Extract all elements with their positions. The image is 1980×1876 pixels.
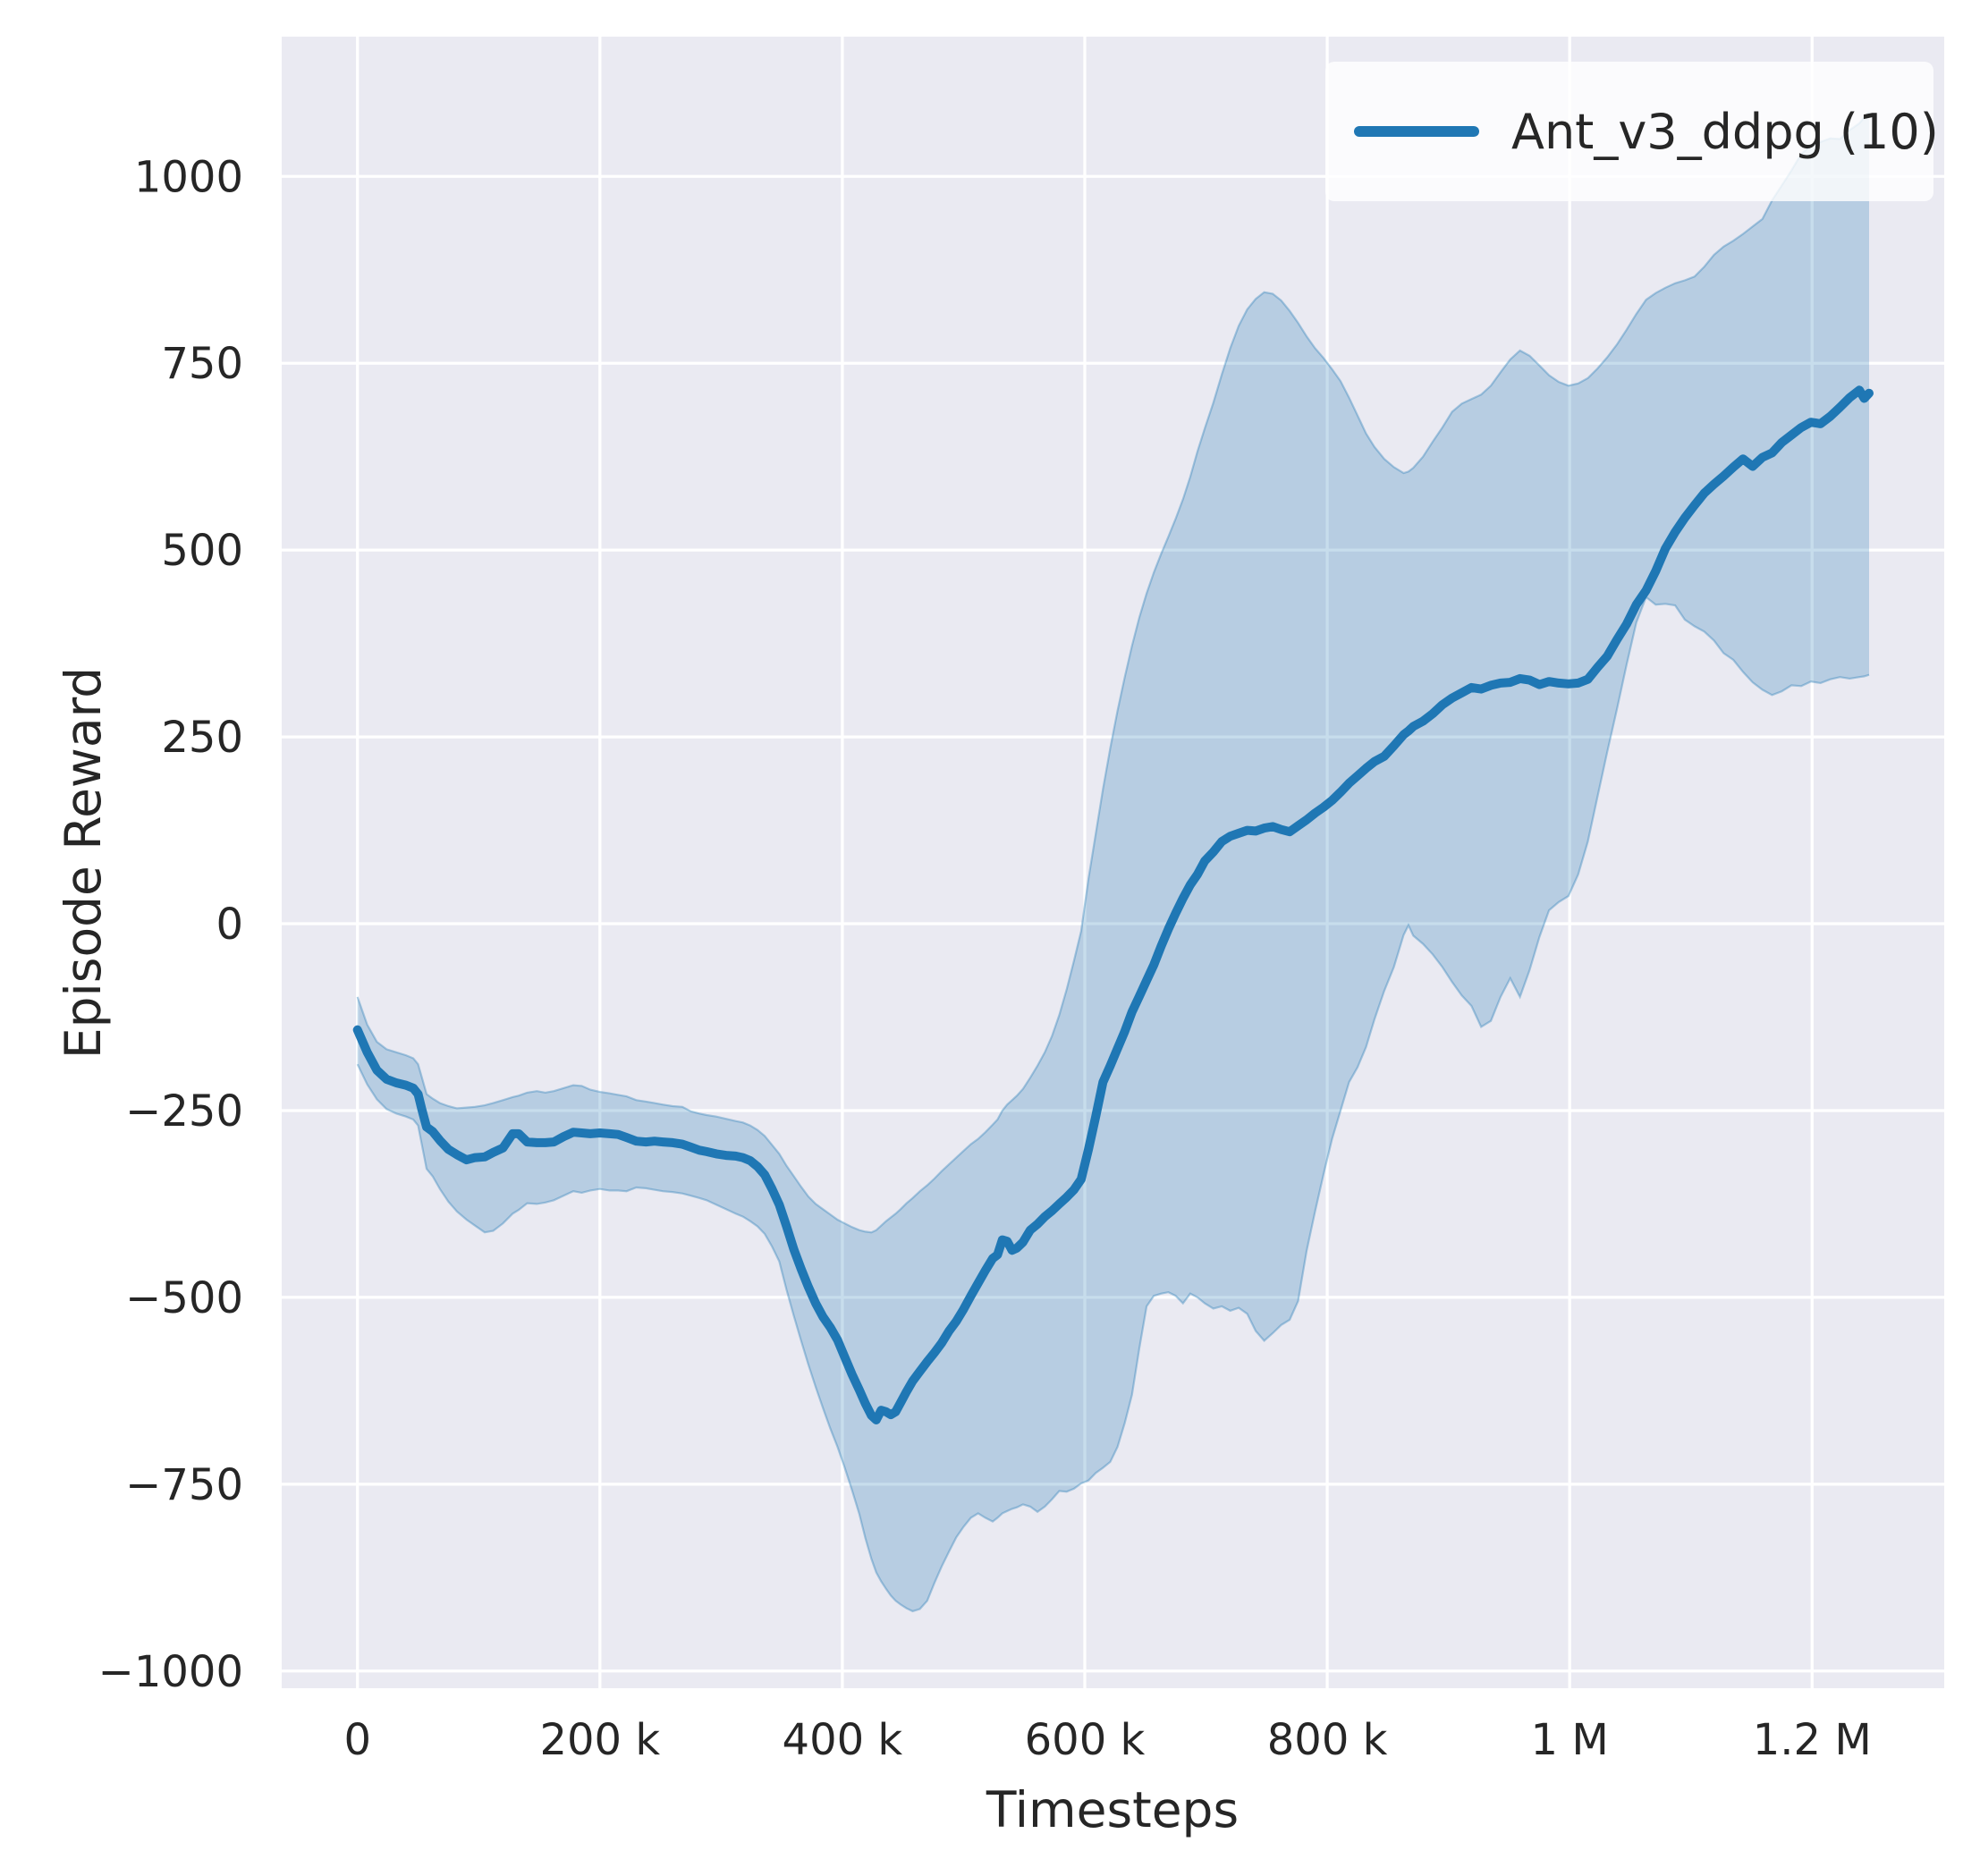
x-tick-label: 600 k [1025,1715,1146,1765]
y-tick-label: −500 [125,1273,243,1323]
y-tick-label: 1000 [134,152,243,202]
axis-ticks: 0 200 k 400 k 600 k 800 k 1 M 1.2 M −1000 −750 −5… [98,152,1872,1765]
x-tick-label: 1.2 M [1753,1715,1872,1765]
y-tick-label: −750 [125,1460,243,1510]
x-tick-label: 200 k [539,1715,660,1765]
y-tick-label: 250 [161,713,243,763]
legend-label: Ant_v3_ddpg (10) [1511,104,1939,160]
legend: Ant_v3_ddpg (10) [1325,62,1939,201]
band-upper-edge [356,111,1870,1234]
x-tick-label: 1 M [1531,1715,1609,1765]
plot-background [282,37,1944,1688]
x-tick-label: 0 [343,1715,371,1765]
plot-area [282,37,1944,1688]
x-tick-label: 800 k [1267,1715,1388,1765]
y-tick-label: −1000 [98,1647,243,1697]
mean-line [352,385,1874,1424]
x-tick-label: 400 k [783,1715,903,1765]
band-lower-edge [356,596,1870,1613]
y-tick-label: 750 [161,339,243,389]
series-Ant_v3_ddpg (10) [352,111,1874,1613]
y-axis-label: Episode Reward [55,667,112,1059]
y-tick-label: −250 [125,1086,243,1137]
y-tick-label: 0 [216,900,243,950]
legend-box [1325,62,1933,201]
x-axis-label: Timesteps [986,1781,1239,1838]
y-tick-label: 500 [161,526,243,576]
confidence-band [357,112,1870,1611]
